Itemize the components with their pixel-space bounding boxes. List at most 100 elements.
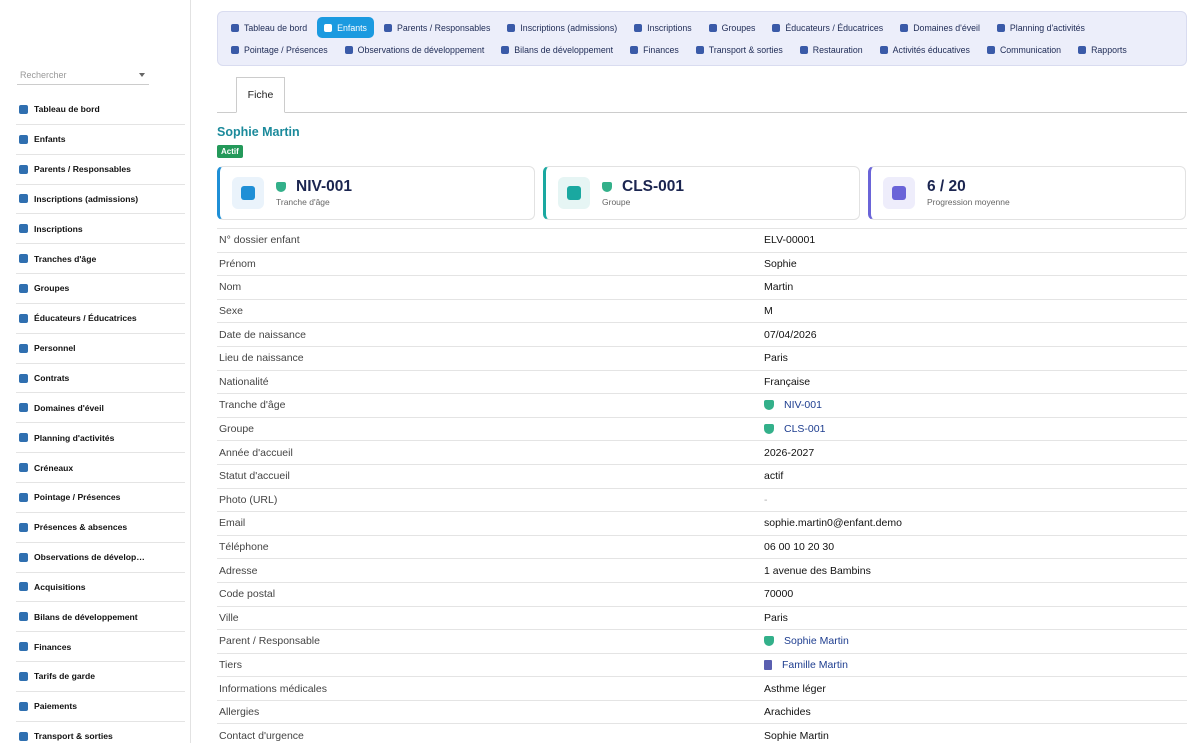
field-value: Française xyxy=(764,375,811,388)
field-value: Sophie Martin xyxy=(764,729,829,742)
icon xyxy=(344,45,353,54)
sidebar-item[interactable]: Personnel xyxy=(16,334,185,364)
sidebar-item[interactable]: Tableau de bord xyxy=(16,95,185,125)
field-label: Groupe xyxy=(219,423,255,436)
sidebar-item[interactable]: Pointage / Présences xyxy=(16,483,185,513)
shield-icon xyxy=(602,182,612,192)
field-row: Prénom Sophie xyxy=(217,251,1187,276)
field-row: Adresse 1 avenue des Bambins xyxy=(217,558,1187,582)
field-value-cell: 2026-2027 xyxy=(764,447,814,459)
field-value-cell: Française xyxy=(764,376,810,388)
sidebar-item[interactable]: Enfants xyxy=(16,125,185,155)
tabs: Fiche xyxy=(217,77,1187,113)
nav-item[interactable]: Transport & sorties xyxy=(689,39,790,60)
nav-item[interactable]: Enfants xyxy=(317,17,374,38)
field-value-cell: M xyxy=(764,305,773,317)
sidebar-item[interactable]: Parents / Responsables xyxy=(16,155,185,185)
field-value-cell: actif xyxy=(764,470,783,482)
nav-item[interactable]: Parents / Responsables xyxy=(377,17,497,38)
sidebar-item[interactable]: Éducateurs / Éducatrices xyxy=(16,304,185,334)
nav-item[interactable]: Activités éducatives xyxy=(873,39,977,60)
nav-item[interactable]: Rapports xyxy=(1071,39,1134,60)
nav-item[interactable]: Restauration xyxy=(793,39,870,60)
field-value: Arachides xyxy=(764,706,811,719)
card-value: NIV-001 xyxy=(296,178,353,195)
icon xyxy=(19,134,28,144)
field-label: Année d'accueil xyxy=(219,446,293,459)
sidebar-item[interactable]: Observations de dévelop… xyxy=(16,543,185,573)
nav-item[interactable]: Pointage / Présences xyxy=(224,39,335,60)
card-label: Groupe xyxy=(602,197,631,207)
icon xyxy=(19,552,28,562)
nav-label: Groupes xyxy=(721,22,756,33)
card-value: 6 / 20 xyxy=(927,178,966,195)
search-placeholder: Rechercher xyxy=(20,70,67,80)
field-label: Nationalité xyxy=(219,375,269,388)
search-select[interactable]: Rechercher xyxy=(17,66,149,85)
nav-label: Observations de développement xyxy=(357,44,485,55)
field-link[interactable]: CLS-001 xyxy=(784,423,826,436)
sidebar-item[interactable]: Créneaux xyxy=(16,453,185,483)
icon xyxy=(19,343,28,353)
field-row: Nom Martin xyxy=(217,275,1187,299)
link-icon xyxy=(764,636,774,647)
status-badge: Actif xyxy=(217,145,243,158)
link-icon xyxy=(764,659,772,670)
sidebar-item[interactable]: Acquisitions xyxy=(16,573,185,603)
caret xyxy=(139,73,145,77)
nav-item[interactable]: Inscriptions xyxy=(627,17,699,38)
sidebar-item[interactable]: Finances xyxy=(16,632,185,663)
sidebar-item[interactable]: Tarifs de garde xyxy=(16,662,185,692)
nav-item[interactable]: Finances xyxy=(623,39,686,60)
glyph xyxy=(892,186,906,200)
sidebar-item[interactable]: Planning d'activités xyxy=(16,423,185,454)
sidebar-item[interactable]: Inscriptions xyxy=(16,214,185,245)
sidebar: Rechercher Tableau de bord Enfants Parents… xyxy=(0,0,191,743)
sidebar-item[interactable]: Bilans de développement xyxy=(16,602,185,633)
sidebar-label: Observations de dévelop… xyxy=(34,552,145,563)
tab[interactable]: Fiche xyxy=(236,77,285,113)
sidebar-item[interactable]: Paiements xyxy=(16,692,185,722)
field-label: Tiers xyxy=(219,658,242,671)
sidebar-item[interactable]: Contrats xyxy=(16,364,185,394)
field-value-cell: sophie.martin0@enfant.demo xyxy=(764,517,902,529)
field-value: Paris xyxy=(764,611,788,624)
nav-item[interactable]: Domaines d'éveil xyxy=(893,17,987,38)
sidebar-item[interactable]: Tranches d'âge xyxy=(16,244,185,275)
sidebar-item[interactable]: Transport & sorties xyxy=(16,722,185,743)
field-link[interactable]: NIV-001 xyxy=(784,399,822,412)
field-row: Photo (URL) - xyxy=(217,487,1187,512)
sidebar-item[interactable]: Inscriptions (admissions) xyxy=(16,185,185,215)
sidebar-label: Enfants xyxy=(34,134,66,145)
sidebar-label: Tableau de bord xyxy=(34,104,100,115)
nav-label: Parents / Responsables xyxy=(396,22,491,33)
nav-item[interactable]: Communication xyxy=(980,39,1068,60)
icon xyxy=(19,104,28,114)
icon xyxy=(324,23,333,32)
field-value-cell: CLS-001 xyxy=(764,423,825,435)
nav-item[interactable]: Observations de développement xyxy=(338,39,492,60)
field-label: Téléphone xyxy=(219,541,269,554)
nav-item[interactable]: Planning d'activités xyxy=(990,17,1092,38)
nav-item[interactable]: Inscriptions (admissions) xyxy=(500,17,624,38)
field-value-cell: 70000 xyxy=(764,588,793,600)
icon xyxy=(19,254,28,264)
sidebar-label: Inscriptions xyxy=(34,223,83,234)
field-label: Nom xyxy=(219,281,242,294)
sidebar-item[interactable]: Domaines d'éveil xyxy=(16,393,185,424)
sidebar-item[interactable]: Groupes xyxy=(16,274,185,304)
field-link[interactable]: Famille Martin xyxy=(782,658,848,671)
field-value-cell: Asthme léger xyxy=(764,683,826,695)
nav-item[interactable]: Tableau de bord xyxy=(224,17,314,38)
icon xyxy=(19,582,28,592)
nav-item[interactable]: Éducateurs / Éducatrices xyxy=(765,17,890,38)
nav-item[interactable]: Bilans de développement xyxy=(494,39,620,60)
icon xyxy=(19,492,28,502)
sidebar-item[interactable]: Présences & absences xyxy=(16,513,185,543)
field-value-cell: - xyxy=(764,494,768,506)
nav-label: Activités éducatives xyxy=(892,44,970,55)
icon xyxy=(772,23,781,32)
field-link[interactable]: Sophie Martin xyxy=(784,635,849,648)
icon xyxy=(986,45,995,54)
nav-item[interactable]: Groupes xyxy=(702,17,763,38)
